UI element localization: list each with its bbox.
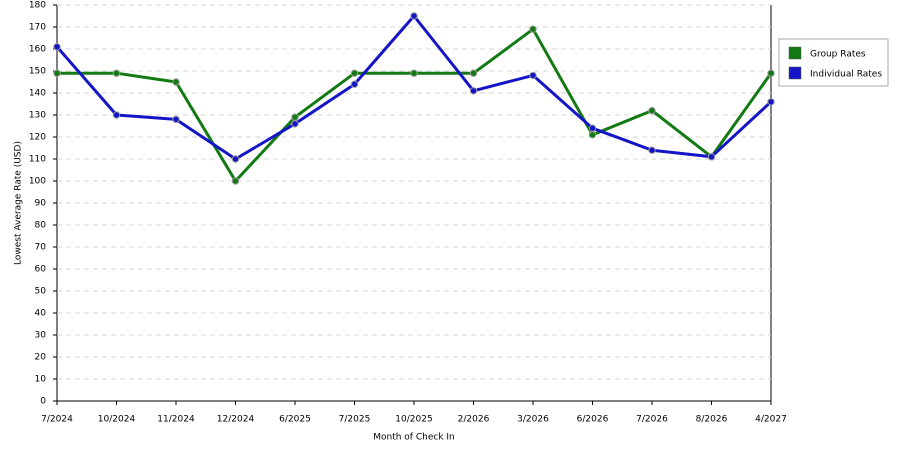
y-tick-label: 10	[35, 375, 47, 385]
y-tick-label: 40	[35, 309, 47, 319]
point	[767, 69, 775, 77]
x-tick-label: 11/2024	[157, 415, 195, 425]
y-tick-label: 100	[29, 177, 46, 187]
x-tick-label: 10/2024	[98, 415, 136, 425]
x-tick-label: 7/2025	[339, 415, 371, 425]
x-axis-label: Month of Check In	[373, 433, 455, 443]
y-tick-label: 30	[35, 331, 47, 341]
point	[53, 43, 61, 51]
y-tick-label: 110	[29, 155, 46, 165]
point	[410, 12, 418, 20]
y-tick-label: 170	[29, 23, 46, 33]
point	[231, 155, 240, 163]
x-tick-label: 12/2024	[217, 415, 255, 425]
point	[767, 98, 775, 106]
series-line	[55, 14, 773, 161]
x-tick-label: 4/2027	[755, 415, 787, 425]
point	[707, 153, 716, 161]
x-tick-label: 8/2026	[696, 415, 728, 425]
point	[350, 69, 359, 77]
x-tick-label: 10/2025	[395, 415, 432, 425]
y-tick-label: 60	[35, 265, 47, 275]
y-axis-label: Lowest Average Rate (USD)	[14, 141, 24, 265]
x-tick-label: 2/2026	[458, 415, 490, 425]
legend-swatch	[788, 66, 802, 80]
point	[588, 131, 597, 139]
y-tick-label: 160	[29, 45, 46, 55]
y-tick-label: 70	[35, 243, 47, 253]
point	[112, 111, 121, 119]
point	[112, 69, 121, 77]
y-tick-label: 130	[29, 111, 46, 121]
point	[172, 78, 180, 86]
y-tick-label: 180	[29, 1, 46, 11]
point	[291, 120, 299, 128]
point	[648, 106, 656, 115]
point	[588, 124, 597, 132]
point	[469, 69, 478, 77]
y-tick-label: 20	[35, 353, 47, 363]
x-tick-label: 6/2025	[279, 415, 311, 425]
point	[410, 69, 418, 77]
point	[231, 177, 240, 185]
legend-swatch	[788, 46, 802, 60]
y-tick-label: 140	[29, 89, 46, 99]
point	[53, 69, 61, 77]
x-tick-label: 6/2026	[577, 415, 609, 425]
y-tick-label: 80	[35, 221, 47, 231]
legend-label: Group Rates	[810, 50, 866, 60]
point	[291, 113, 299, 121]
y-tick-label: 90	[35, 199, 47, 209]
x-tick-label: 3/2026	[517, 415, 549, 425]
point	[172, 115, 180, 124]
point	[469, 87, 478, 95]
point	[529, 71, 537, 80]
y-tick-label: 50	[35, 287, 47, 297]
y-tick-label: 0	[40, 397, 46, 407]
series-line	[57, 27, 773, 183]
legend-label: Individual Rates	[810, 70, 882, 80]
x-tick-label: 7/2024	[41, 415, 73, 425]
point	[529, 25, 537, 33]
x-tick-label: 7/2026	[636, 415, 668, 425]
point	[350, 80, 359, 88]
point	[648, 146, 656, 154]
y-tick-label: 120	[29, 133, 46, 143]
y-tick-label: 150	[29, 67, 46, 77]
